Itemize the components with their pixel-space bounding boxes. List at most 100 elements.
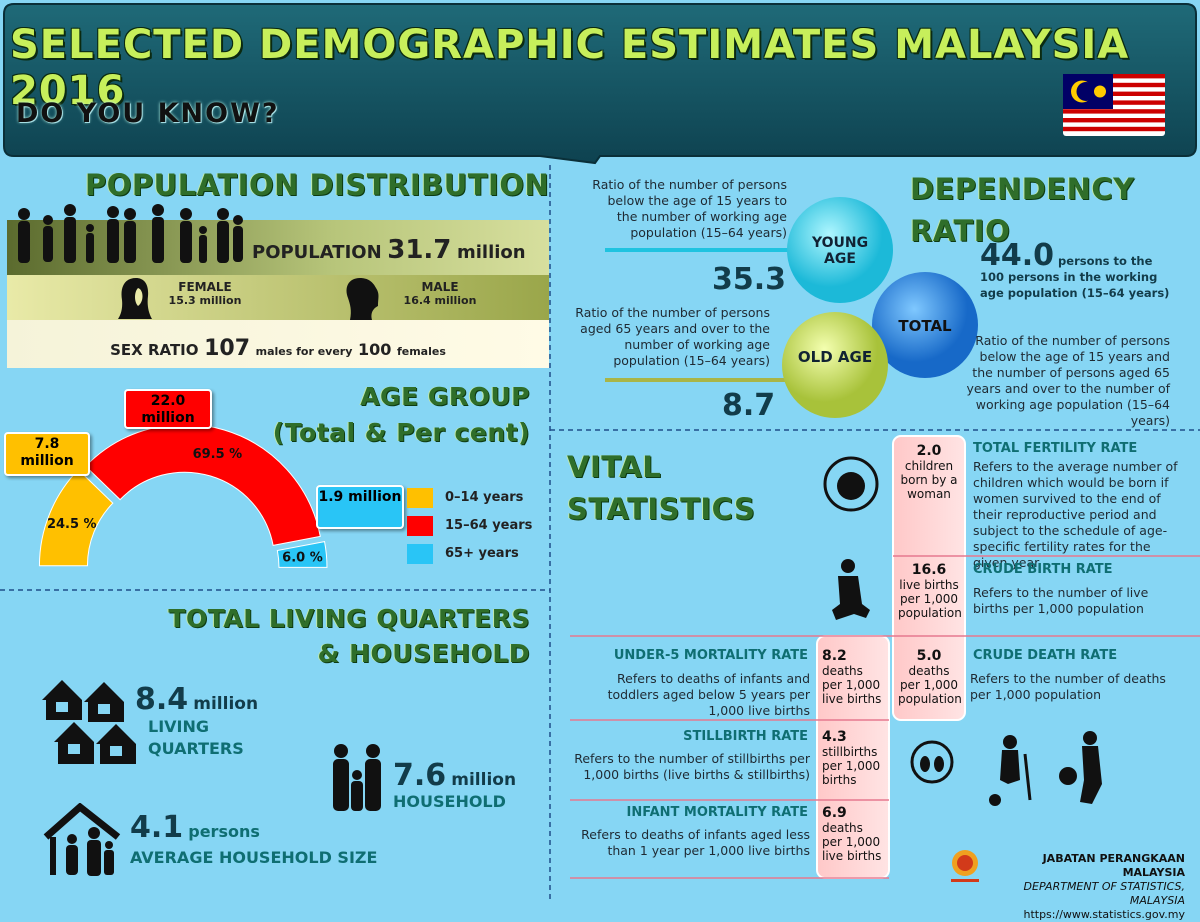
legend-label: 65+ years (445, 546, 519, 561)
header-bg (3, 3, 1197, 165)
quarters-label: LIVING QUARTERS (148, 717, 244, 758)
old-description: Ratio of the number of persons aged 65 y… (575, 305, 770, 368)
household-icon (333, 744, 381, 811)
flag (1063, 74, 1165, 136)
footer-url: https://www.statistics.gov.my (1023, 908, 1185, 921)
total-value: 44.0 (980, 238, 1055, 273)
subtitle: DO YOU KNOW? (16, 98, 280, 129)
total-description: Ratio of the number of persons below the… (966, 333, 1170, 428)
houses-icon (42, 680, 136, 764)
household-label: HOUSEHOLD (393, 792, 506, 811)
quarters-value: 8.4 (135, 682, 189, 717)
footer-org: JABATAN PERANGKAAN MALAYSIA (1042, 852, 1185, 879)
living-title2: & HOUSEHOLD (317, 639, 530, 668)
living-title: TOTAL LIVING QUARTERS (168, 604, 530, 633)
footer-org-en: DEPARTMENT OF STATISTICS, MALAYSIA (1023, 880, 1185, 907)
vital-unit: children born by a woman (900, 459, 958, 501)
vital-value-box: 8.2 deaths per 1,000 live births (822, 648, 884, 706)
age-callout: 7.8 million (4, 432, 90, 476)
legend-item: 65+ years (407, 543, 519, 564)
size-unit: persons (188, 822, 260, 841)
size-label: AVERAGE HOUSEHOLD SIZE (130, 848, 378, 867)
population-value: 31.7 (387, 235, 452, 265)
size-value: 4.1 (130, 810, 184, 845)
body: SELECTED DEMOGRAPHIC ESTIMATES MALAYSIA … (0, 3, 1200, 921)
sex-ratio-base: 100 (357, 340, 392, 359)
vital-name: STILLBIRTH RATE (683, 729, 808, 744)
vital-unit: stillbirths per 1,000 births (822, 745, 881, 787)
old-label: OLD AGE (797, 348, 873, 366)
household-unit: million (451, 770, 517, 790)
age-value-label: 6.0 % (282, 551, 323, 566)
household-value: 7.6 (393, 758, 447, 793)
total-headline: 44.0 persons to the 100 persons in the w… (980, 241, 1180, 301)
dependency-graphic (605, 197, 978, 418)
legend-label: 15–64 years (445, 518, 533, 533)
population-band (7, 220, 549, 275)
sex-ratio-label: SEX RATIO (110, 341, 199, 359)
total-label: TOTAL (898, 317, 952, 335)
vital-value: 5.0 (916, 648, 942, 664)
vital-description: Refers to the average number of children… (973, 459, 1178, 570)
age-segment (84, 423, 321, 546)
vital-value: 16.6 (911, 562, 947, 578)
sex-ratio-value: 107 (204, 336, 251, 361)
title: SELECTED DEMOGRAPHIC ESTIMATES MALAYSIA … (10, 22, 1130, 114)
young-description: Ratio of the number of persons below the… (592, 177, 787, 240)
male: MALE 16.4 million (395, 280, 485, 307)
old-value: 8.7 (722, 388, 776, 423)
dosm-logo (951, 850, 979, 882)
male-value: 16.4 million (403, 294, 477, 307)
age-callout: 22.0 million (124, 389, 212, 429)
vital-grid (570, 435, 1200, 879)
sex-ratio-unit: females (396, 345, 446, 358)
legend-swatch (407, 515, 433, 536)
vital-description: Refers to the number of stillbirths per … (574, 751, 810, 782)
vital-value-box: 5.0 deaths per 1,000 population (898, 648, 962, 706)
population-title: POPULATION DISTRIBUTION (85, 168, 550, 202)
vital-name: CRUDE DEATH RATE (973, 648, 1118, 663)
vital-title: VITAL STATISTICS (567, 450, 756, 526)
vital-name: UNDER-5 MORTALITY RATE (613, 648, 808, 663)
population-unit: million (456, 242, 526, 263)
quarters-unit: million (193, 694, 259, 714)
vital-description: Refers to deaths of infants aged less th… (581, 827, 810, 858)
ratio-band (7, 320, 549, 368)
vital-unit: deaths per 1,000 live births (822, 664, 882, 706)
vital-value-box: 6.9 deaths per 1,000 live births (822, 805, 884, 863)
vital-value: 8.2 (822, 648, 847, 664)
age-value-label: 69.5 % (193, 447, 243, 462)
age-subtitle: (Total & Per cent) (272, 418, 530, 447)
vital-name: TOTAL FERTILITY RATE (973, 441, 1138, 456)
age-title: AGE GROUP (360, 382, 530, 411)
vital-name: CRUDE BIRTH RATE (973, 562, 1113, 577)
vital-description: Refers to the number of deaths per 1,000… (970, 671, 1166, 702)
vital-value: 6.9 (822, 805, 847, 821)
house-family-icon (43, 803, 121, 876)
young-value: 35.3 (712, 262, 787, 297)
legend-item: 15–64 years (407, 515, 532, 536)
dependency-title: DEPENDENCY RATIO (910, 172, 1135, 248)
legend-label: 0–14 years (445, 490, 524, 505)
legend-swatch (407, 543, 433, 564)
page: Selected Demographic Estimates Malaysia … (0, 3, 1200, 921)
vital-description: Refers to deaths of infants and toddlers… (607, 671, 810, 718)
vital-value: 2.0 (916, 443, 942, 459)
vital-description: Refers to the number of live births per … (973, 585, 1149, 616)
household: 7.6 million (393, 758, 516, 793)
vital-name: INFANT MORTALITY RATE (626, 805, 808, 820)
vital-unit: deaths per 1,000 population (898, 664, 962, 706)
gender-band (7, 275, 549, 320)
sex-ratio-text: males for every (255, 345, 353, 358)
female-icon (118, 278, 152, 319)
sex-ratio: SEX RATIO 107 males for every 100 female… (7, 336, 549, 361)
vital-value-box: 16.6 live births per 1,000 population (898, 562, 962, 620)
female-label: FEMALE (178, 280, 232, 294)
legend-item: 0–14 years (407, 487, 523, 508)
female: FEMALE 15.3 million (160, 280, 250, 307)
population-label: POPULATION (252, 242, 382, 263)
footer: JABATAN PERANGKAAN MALAYSIA DEPARTMENT O… (990, 852, 1185, 922)
male-label: MALE (421, 280, 459, 294)
female-value: 15.3 million (168, 294, 242, 307)
male-icon (346, 278, 379, 320)
